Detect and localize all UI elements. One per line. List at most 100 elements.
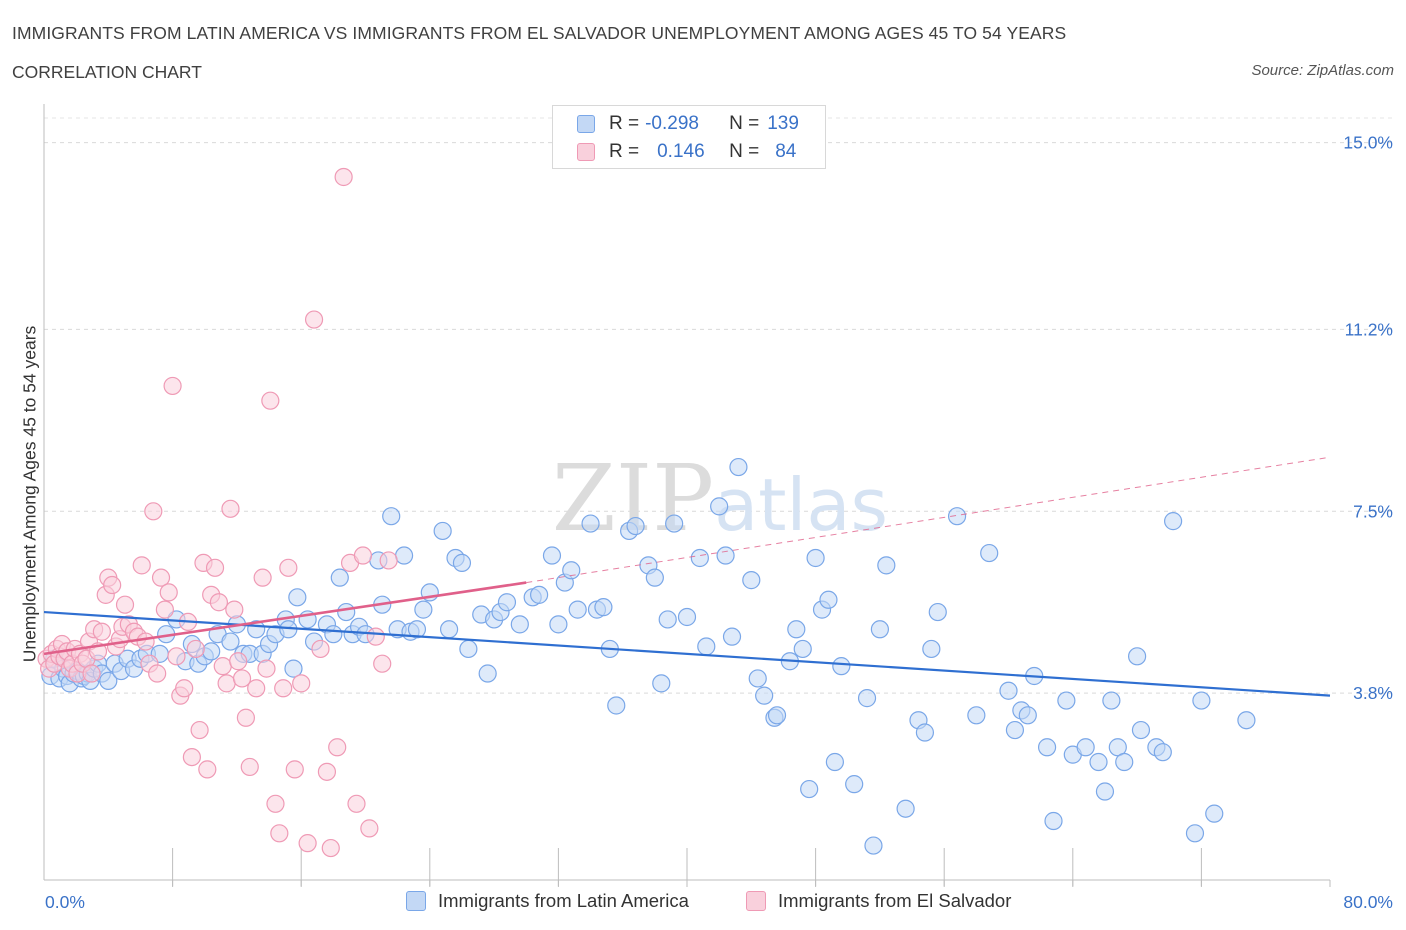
point-el-salvador xyxy=(366,627,385,646)
point-latin-america xyxy=(1044,811,1063,831)
point-latin-america xyxy=(382,507,401,526)
point-latin-america xyxy=(337,602,356,622)
point-el-salvador xyxy=(298,834,317,853)
point-el-salvador xyxy=(167,647,186,666)
point-latin-america xyxy=(433,521,452,541)
point-latin-america xyxy=(324,625,343,644)
legend-row-latin-america: R = -0.298 N = 139 xyxy=(577,112,799,136)
watermark: ZIPatlas xyxy=(552,445,888,552)
legend-swatch-latin-america xyxy=(577,115,595,133)
point-el-salvador xyxy=(373,654,392,673)
point-latin-america xyxy=(697,637,716,656)
y-axis-label: Unemployment Among Ages 45 to 54 years xyxy=(19,325,40,663)
legend-r-label: R = xyxy=(609,113,640,134)
point-latin-america xyxy=(787,620,806,639)
legend-r-value: 0.146 xyxy=(657,141,705,162)
point-el-salvador xyxy=(144,502,163,521)
point-latin-america xyxy=(877,556,896,575)
bottom-legend-label-el-salvador: Immigrants from El Salvador xyxy=(778,890,1012,911)
legend-swatch-el-salvador xyxy=(577,143,595,161)
point-el-salvador xyxy=(347,794,366,813)
point-el-salvador xyxy=(334,167,353,187)
point-el-salvador xyxy=(379,551,398,570)
point-el-salvador xyxy=(311,639,330,659)
point-el-salvador xyxy=(148,664,167,683)
point-latin-america xyxy=(922,639,941,659)
tick-labels: 3.8% 7.5% 11.2% 15.0% 0.0% 80.0% xyxy=(45,133,1393,912)
point-el-salvador xyxy=(182,747,201,767)
point-el-salvador xyxy=(115,595,135,614)
point-latin-america xyxy=(870,620,890,639)
point-latin-america xyxy=(928,602,947,622)
point-latin-america xyxy=(542,546,562,565)
point-el-salvador xyxy=(198,760,217,779)
point-latin-america xyxy=(716,546,735,565)
point-latin-america xyxy=(896,799,915,818)
point-latin-america xyxy=(690,548,709,568)
point-el-salvador xyxy=(304,310,324,329)
point-el-salvador xyxy=(240,757,259,777)
point-el-salvador xyxy=(225,600,244,619)
point-el-salvador xyxy=(229,652,248,671)
point-latin-america xyxy=(330,568,349,587)
point-latin-america xyxy=(459,639,478,659)
point-latin-america xyxy=(665,514,684,533)
point-latin-america xyxy=(967,706,986,725)
point-el-salvador xyxy=(266,794,285,813)
point-latin-america xyxy=(549,615,568,634)
grid-lines xyxy=(44,117,1394,694)
point-el-salvador xyxy=(136,632,155,651)
point-latin-america xyxy=(1153,743,1172,762)
y-tick-label: 7.5% xyxy=(1353,501,1393,521)
point-el-salvador xyxy=(217,674,236,693)
point-latin-america xyxy=(407,620,427,639)
point-el-salvador xyxy=(253,568,272,587)
trend-lines xyxy=(43,456,1331,697)
y-tick-label: 15.0% xyxy=(1343,133,1393,153)
bottom-legend-latin-america: Immigrants from Latin America xyxy=(406,890,689,912)
point-latin-america xyxy=(1095,782,1115,801)
point-latin-america xyxy=(652,674,671,693)
chart-title: IMMIGRANTS FROM LATIN AMERICA VS IMMIGRA… xyxy=(12,23,1067,43)
legend-r-label: R = xyxy=(609,141,640,162)
point-el-salvador xyxy=(360,819,379,838)
point-el-salvador xyxy=(82,664,101,683)
legend-n-label: N = xyxy=(729,113,760,134)
point-el-salvador xyxy=(232,669,252,688)
point-el-salvador xyxy=(213,657,232,676)
trend-line-latin-america xyxy=(43,610,1331,697)
point-latin-america xyxy=(626,516,645,536)
x-tick-label: 80.0% xyxy=(1343,892,1393,912)
trend-line-el-salvador xyxy=(43,581,527,656)
point-latin-america xyxy=(793,639,812,659)
point-latin-america xyxy=(221,632,240,651)
point-latin-america xyxy=(819,590,838,609)
point-el-salvador xyxy=(257,659,276,678)
point-latin-america xyxy=(562,561,581,580)
point-el-salvador xyxy=(321,838,340,858)
point-latin-america xyxy=(288,588,307,607)
point-el-salvador xyxy=(175,679,194,698)
point-latin-america xyxy=(710,497,729,516)
point-latin-america xyxy=(748,669,767,688)
point-latin-america xyxy=(857,689,877,708)
point-el-salvador xyxy=(186,639,205,659)
point-latin-america xyxy=(394,546,414,565)
point-latin-america xyxy=(980,543,999,563)
point-latin-america xyxy=(1018,706,1037,725)
point-latin-america xyxy=(1164,512,1183,531)
point-el-salvador xyxy=(163,376,182,396)
point-latin-america xyxy=(1185,824,1205,843)
point-latin-america xyxy=(767,706,787,725)
point-latin-america xyxy=(568,600,587,619)
point-el-salvador xyxy=(190,720,209,740)
bottom-legend-swatch-el-salvador xyxy=(746,891,766,911)
point-el-salvador xyxy=(353,546,373,565)
point-el-salvador xyxy=(92,622,111,641)
point-el-salvador xyxy=(317,762,337,781)
point-latin-america xyxy=(1205,804,1224,823)
watermark-atlas: atlas xyxy=(714,463,888,547)
point-latin-america xyxy=(1131,720,1151,740)
point-latin-america xyxy=(202,642,221,661)
